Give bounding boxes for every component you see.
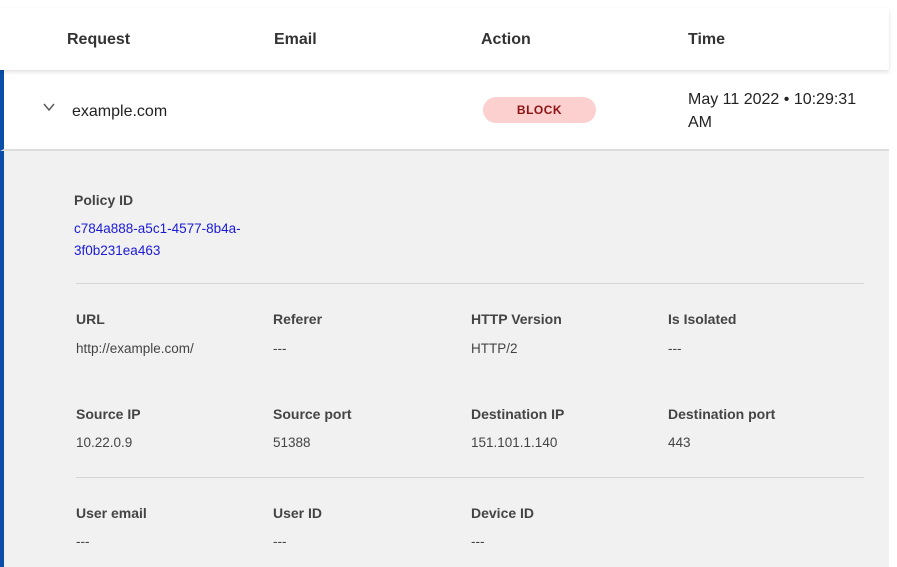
http-version-label: HTTP Version — [471, 311, 562, 327]
column-email[interactable]: Email — [274, 31, 317, 48]
user-email-value: --- — [76, 534, 90, 549]
destination-port-label: Destination port — [668, 406, 776, 422]
http-version-value: HTTP/2 — [471, 341, 518, 356]
source-port-value: 51388 — [273, 435, 311, 450]
device-id-value: --- — [471, 534, 485, 549]
user-id-label: User ID — [273, 505, 323, 521]
referer-label: Referer — [273, 311, 323, 327]
url-label: URL — [76, 311, 105, 327]
device-id-label: Device ID — [471, 505, 535, 521]
source-port-label: Source port — [273, 406, 352, 422]
table-row[interactable]: example.com BLOCK May 11 2022 • 10:29:31… — [0, 70, 889, 151]
destination-ip-label: Destination IP — [471, 406, 565, 422]
chevron-down-icon[interactable] — [42, 100, 56, 114]
is-isolated-value: --- — [668, 341, 682, 356]
url-value: http://example.com/ — [76, 341, 194, 356]
detail-panel: Policy ID c784a888-a5c1-4577-8b4a-3f0b23… — [0, 151, 889, 567]
request-domain: example.com — [72, 103, 168, 120]
user-id-value: --- — [273, 534, 287, 549]
action-badge: BLOCK — [483, 97, 596, 123]
destination-ip-value: 151.101.1.140 — [471, 435, 558, 450]
column-action[interactable]: Action — [481, 31, 531, 48]
policy-id-label: Policy ID — [74, 192, 134, 208]
destination-port-value: 443 — [668, 435, 691, 450]
is-isolated-label: Is Isolated — [668, 311, 737, 327]
column-time[interactable]: Time — [688, 31, 726, 48]
source-ip-label: Source IP — [76, 406, 141, 422]
divider — [76, 477, 864, 478]
referer-value: --- — [273, 341, 287, 356]
source-ip-value: 10.22.0.9 — [76, 435, 133, 450]
user-email-label: User email — [76, 505, 147, 521]
column-request[interactable]: Request — [67, 31, 131, 48]
policy-id-link[interactable]: c784a888-a5c1-4577-8b4a-3f0b231ea463 — [74, 221, 241, 258]
time-value: May 11 2022 • 10:29:31 AM — [688, 91, 857, 131]
divider — [76, 283, 864, 284]
table-header: Request Email Action Time — [0, 8, 889, 70]
